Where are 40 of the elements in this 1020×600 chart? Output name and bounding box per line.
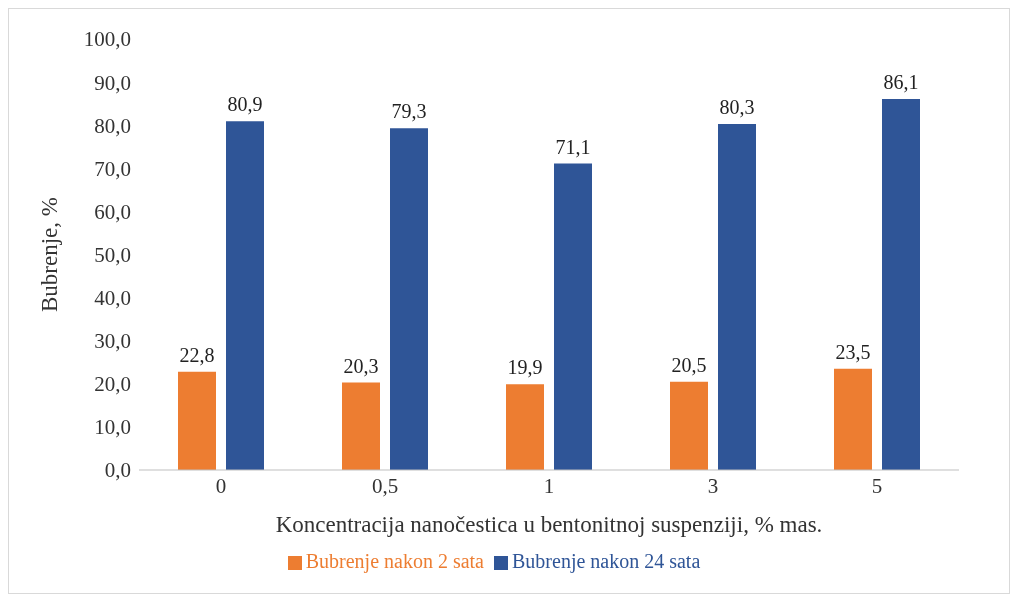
- x-tick-label: 0: [215, 473, 227, 498]
- x-axis-title: Koncentracija nanočestica u bentonitnoj suspenziji, % mas.: [275, 512, 823, 537]
- y-axis-title: Bubrenje, %: [37, 197, 63, 312]
- y-tick-label: 0,0: [104, 458, 131, 483]
- y-tick-label: 30,0: [94, 329, 131, 354]
- y-tick-label: 50,0: [94, 242, 131, 267]
- y-tick-label: 20,0: [94, 372, 131, 397]
- bar: [834, 368, 872, 470]
- bar: [670, 381, 708, 470]
- data-label: 86,1: [883, 70, 919, 93]
- y-tick-label: 80,0: [94, 113, 131, 138]
- data-label: 20,5: [671, 353, 707, 376]
- bar: [178, 371, 216, 470]
- y-tick-label: 60,0: [94, 199, 131, 224]
- bar: [390, 128, 428, 470]
- bar: [342, 382, 380, 470]
- y-tick-label: 10,0: [94, 415, 131, 440]
- legend-label: Bubrenje nakon 24 sata: [512, 550, 701, 572]
- y-tick-label: 90,0: [94, 70, 131, 95]
- legend-label: Bubrenje nakon 2 sata: [305, 550, 484, 572]
- data-label: 71,1: [555, 135, 591, 158]
- data-label: 19,9: [507, 356, 543, 379]
- bar: [554, 163, 592, 470]
- data-label: 23,5: [835, 340, 871, 363]
- bar: [882, 98, 920, 470]
- data-label: 80,3: [719, 95, 755, 118]
- bar: [226, 121, 264, 470]
- x-tick-label: 1: [543, 473, 555, 498]
- data-label: 80,9: [227, 93, 263, 116]
- data-label: 79,3: [391, 100, 427, 123]
- data-label: 22,8: [179, 343, 215, 366]
- data-label: 20,3: [343, 354, 379, 377]
- y-tick-label: 70,0: [94, 156, 131, 181]
- bar: [718, 123, 756, 470]
- y-tick-label: 100,0: [83, 27, 131, 52]
- x-tick-label: 5: [871, 473, 883, 498]
- x-tick-label: 0,5: [371, 473, 399, 498]
- x-tick-label: 3: [707, 473, 719, 498]
- y-tick-label: 40,0: [94, 286, 131, 311]
- bar: [506, 384, 544, 470]
